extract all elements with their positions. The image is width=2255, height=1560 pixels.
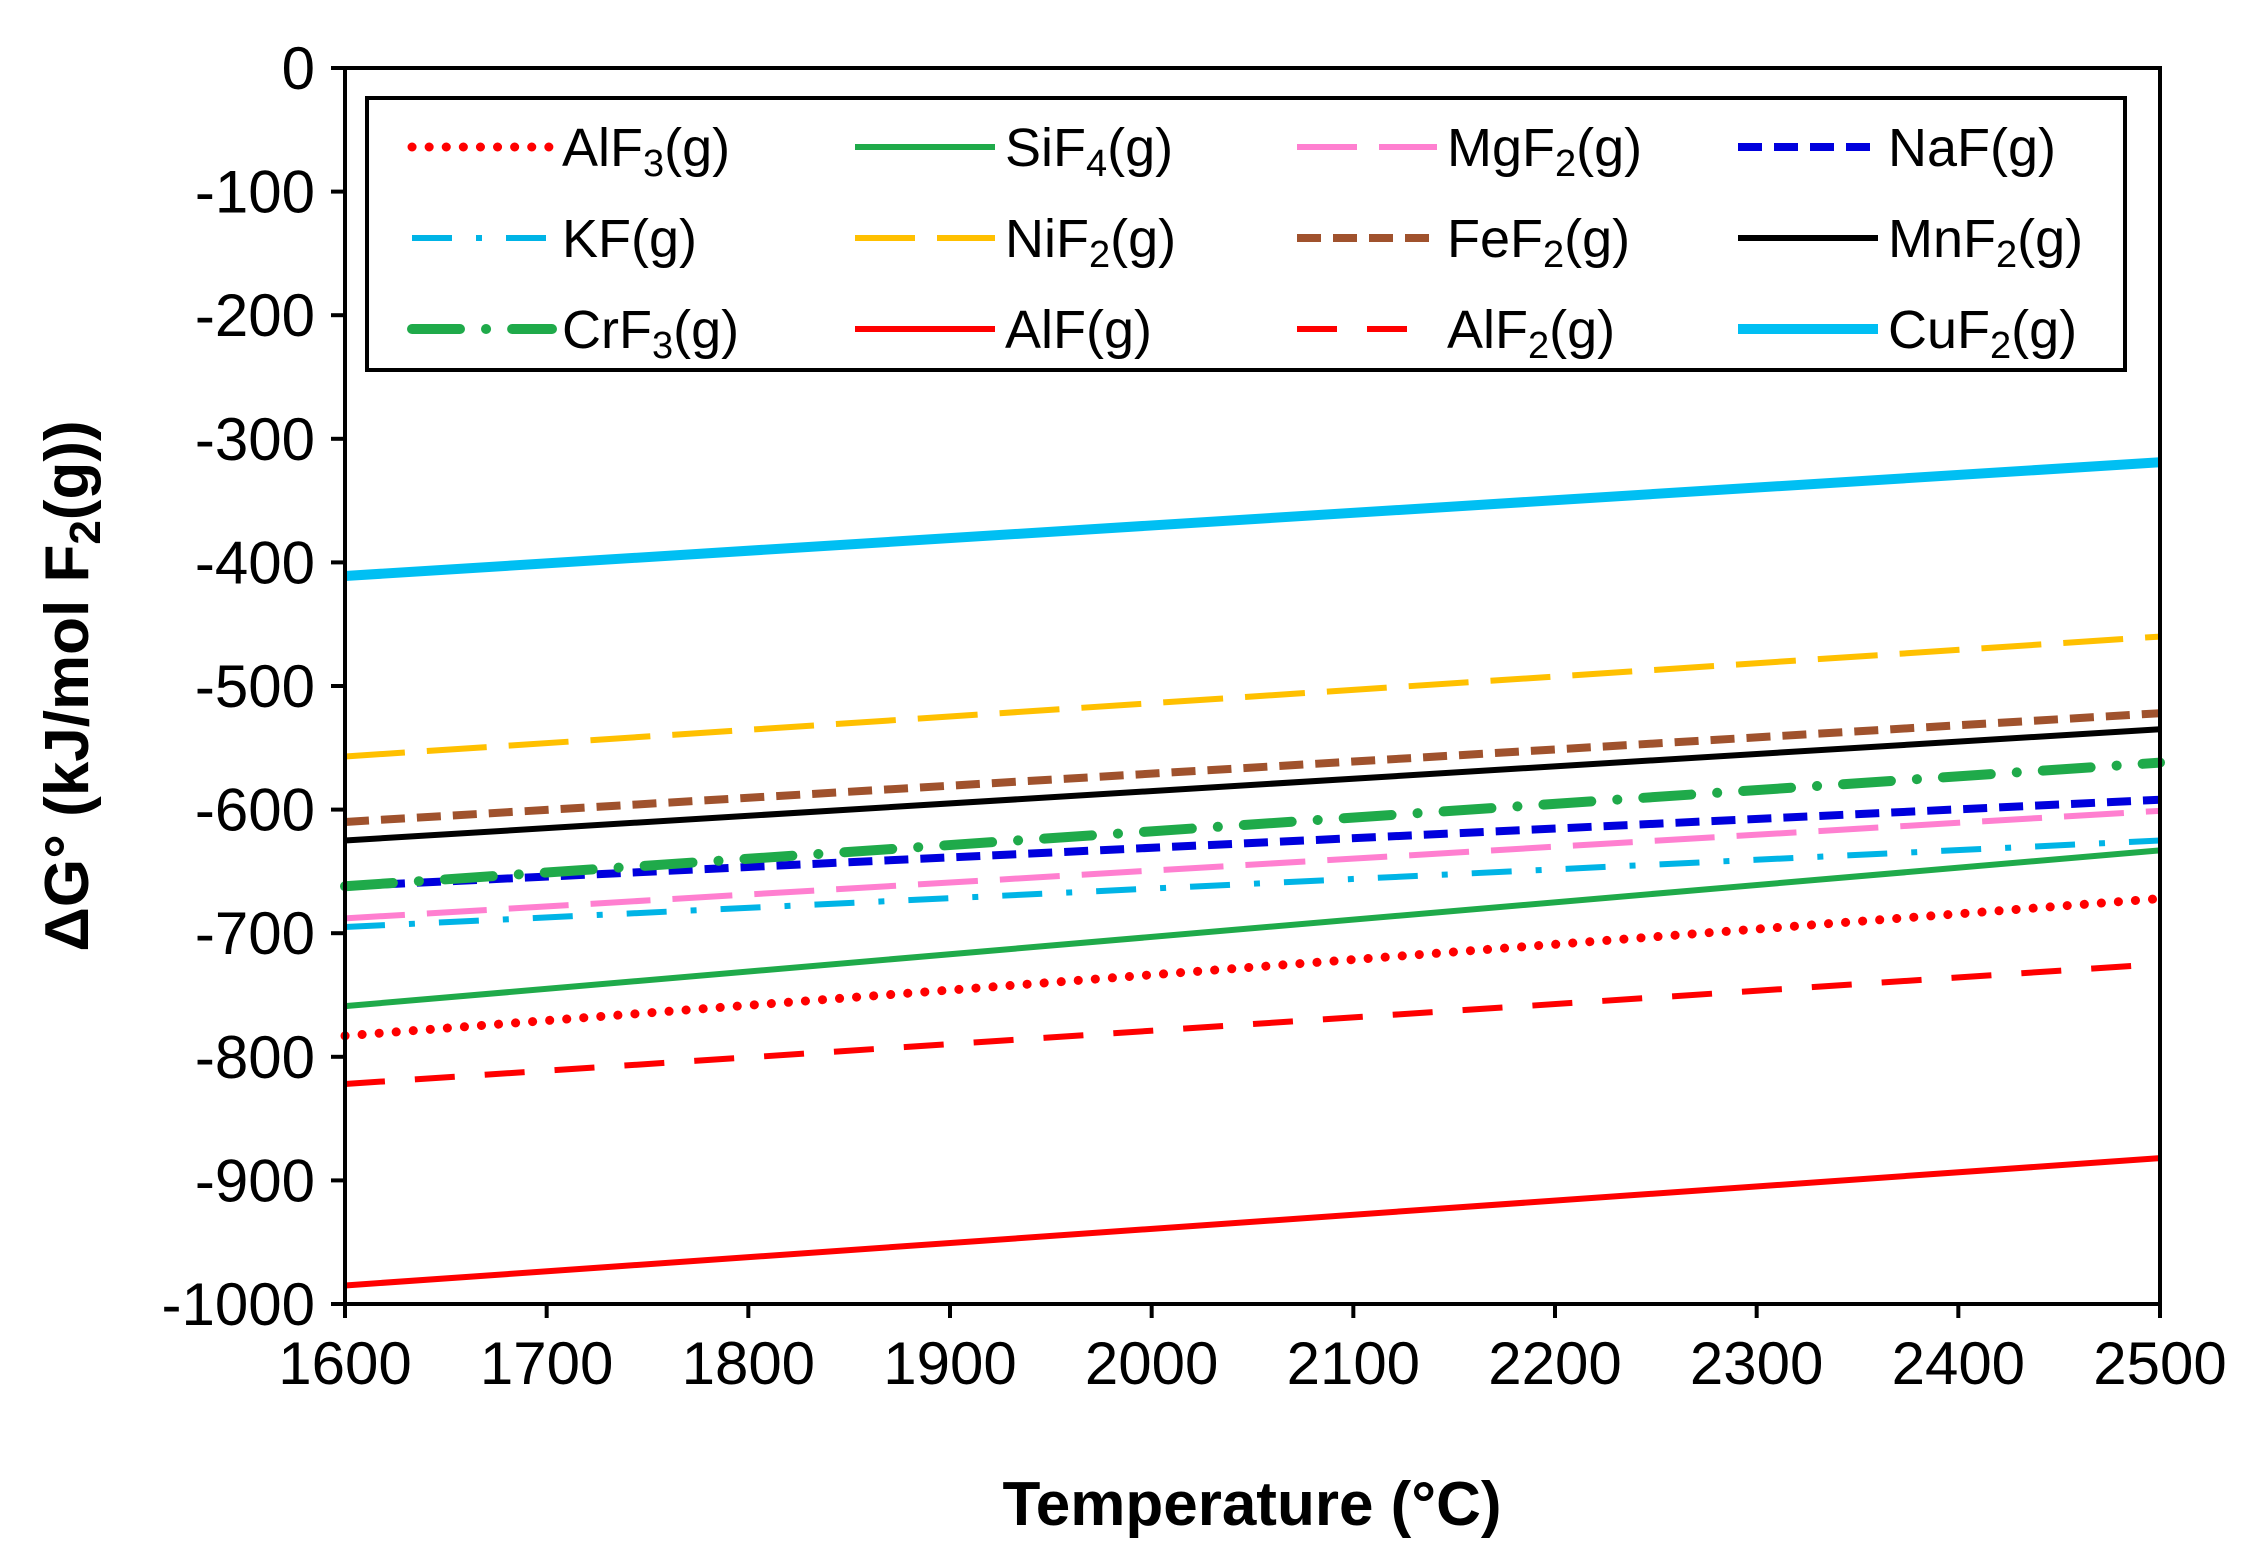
y-axis-title-main: ΔG° (kJ/mol F [33,545,102,952]
series-line-nafg [344,795,2161,891]
series-line-alfg [344,1155,2161,1289]
legend-label: SiF4(g) [1005,118,1173,185]
legend-label-main: AlF(g) [1005,300,1152,360]
x-tick-label: 2300 [1690,1330,1823,1397]
legend-label-sub: 2 [1996,234,2017,276]
series-line-alf2g [344,961,2161,1087]
x-tick-label: 2200 [1488,1330,1621,1397]
legend-label: NaF(g) [1888,118,2056,178]
legend-label-tail: (g) [1107,118,1173,178]
ticks-layer: 0 -100 -200 -300 -400 -500 -600 -700 -800 -900 -10… [162,35,2227,1397]
legend-entry-alfg: AlF(g) [855,300,1152,360]
legend-entry-cuf2g: CuF2(g) [1738,300,2077,367]
legend-label: MgF2(g) [1447,118,1642,185]
legend-label-main: MnF [1888,209,1996,269]
legend-label-tail: (g) [2017,209,2083,269]
legend-label-main: AlF [1447,300,1528,360]
legend-label-main: SiF [1005,118,1086,178]
series-line-fef2g [344,709,2161,826]
legend-label-sub: 2 [1990,325,2011,367]
legend-entry-mgf2g: MgF2(g) [1297,118,1642,185]
legend-label: CrF3(g) [562,300,739,367]
y-tick-label: -1000 [162,1271,315,1338]
series-line-mgf2g [344,807,2161,922]
y-tick-label: -500 [195,653,315,720]
y-tick-label: -600 [195,777,315,844]
series-line-sif4g [344,847,2161,1010]
series-layer [340,457,2165,1289]
x-tick-label: 2500 [2093,1330,2226,1397]
x-tick-label: 2400 [1892,1330,2025,1397]
legend-label-main: MgF [1447,118,1555,178]
legend-label-sub: 2 [1528,325,1549,367]
x-tick-label: 1600 [278,1330,411,1397]
legend-label: NiF2(g) [1005,209,1176,276]
y-tick-label: -700 [195,900,315,967]
y-axis-title-tail: (g)) [33,420,102,520]
legend-entry-kfg: KF(g) [412,209,697,269]
legend-entry-nafg: NaF(g) [1738,118,2056,178]
legend-label-main: NaF(g) [1888,118,2056,178]
y-axis-title: ΔG° (kJ/mol F2(g)) [33,420,110,951]
y-tick-label: -100 [195,159,315,226]
y-tick-label: 0 [282,35,315,102]
legend-label-main: AlF [562,118,643,178]
legend-entry-fef2g: FeF2(g) [1297,209,1630,276]
legend-label-tail: (g) [2011,300,2077,360]
x-tick-label: 2000 [1085,1330,1218,1397]
series-line-nif2g [344,633,2161,760]
x-tick-label: 2100 [1287,1330,1420,1397]
series-line-kfg [344,837,2161,931]
series-line-mnf2g [344,726,2161,844]
legend-label-main: FeF [1447,209,1543,269]
legend-label-main: NiF [1005,209,1089,269]
x-tick-label: 1800 [682,1330,815,1397]
legend-label-main: CrF [562,300,652,360]
legend-entry-crf3g: CrF3(g) [407,300,739,367]
legend-label: AlF2(g) [1447,300,1615,367]
legend: AlF3(g) SiF4(g) MgF2(g) NaF(g)KF(g) NiF2(g) F… [365,96,2127,372]
legend-entry-sif4g: SiF4(g) [855,118,1173,185]
y-axis-title-sub: 2 [61,520,110,544]
legend-label: FeF2(g) [1447,209,1630,276]
legend-label: KF(g) [562,209,697,269]
series-line-alf3g [340,894,2165,1041]
legend-label-tail: (g) [1549,300,1615,360]
legend-label: MnF2(g) [1888,209,2083,276]
legend-label-tail: (g) [1110,209,1176,269]
legend-label-main: CuF [1888,300,1990,360]
legend-label-sub: 2 [1555,143,1576,185]
legend-label-tail: (g) [1564,209,1630,269]
y-tick-label: -200 [195,282,315,349]
legend-label-sub: 3 [643,143,664,185]
y-tick-label: -300 [195,406,315,473]
x-axis-title: Temperature (°C) [1002,1470,1501,1539]
series-line-cuf2g [344,457,2161,581]
legend-label: CuF2(g) [1888,300,2077,367]
y-tick-label: -800 [195,1024,315,1091]
legend-label-sub: 4 [1086,143,1107,185]
legend-label: AlF3(g) [562,118,730,185]
legend-label-tail: (g) [1576,118,1642,178]
legend-entry-nif2g: NiF2(g) [855,209,1176,276]
legend-label-tail: (g) [673,300,739,360]
legend-entry-mnf2g: MnF2(g) [1738,209,2083,276]
legend-label-sub: 2 [1543,234,1564,276]
legend-label-tail: (g) [664,118,730,178]
y-tick-label: -400 [195,529,315,596]
legend-label: AlF(g) [1005,300,1152,360]
legend-label-sub: 2 [1089,234,1110,276]
legend-label-sub: 3 [652,325,673,367]
series-line-crf3g [340,757,2165,892]
legend-entry-alf2g: AlF2(g) [1297,300,1615,367]
x-tick-label: 1700 [480,1330,613,1397]
legend-entry-alf3g: AlF3(g) [407,118,730,185]
legend-label-main: KF(g) [562,209,697,269]
x-tick-label: 1900 [883,1330,1016,1397]
y-tick-label: -900 [195,1147,315,1214]
